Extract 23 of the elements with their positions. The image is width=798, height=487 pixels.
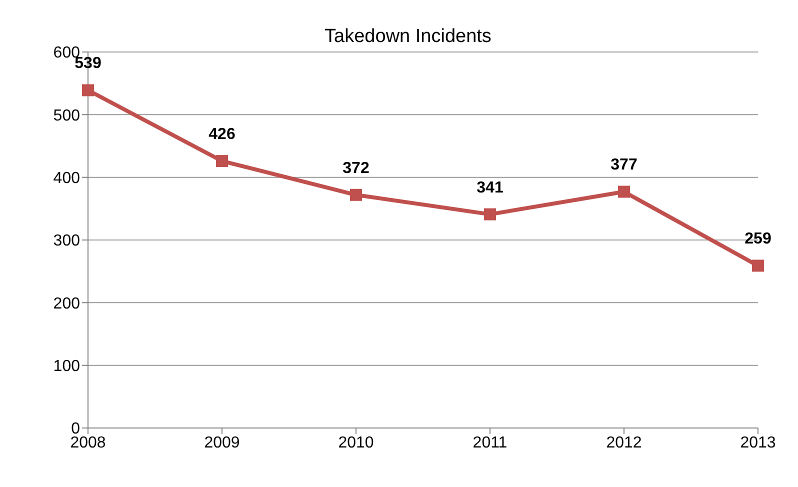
point	[484, 208, 496, 220]
data-label: 259	[744, 230, 772, 248]
y-tick-label: 400	[53, 170, 80, 188]
point	[350, 188, 362, 201]
x-tick-label: 2009	[204, 434, 240, 452]
chart-title: Takedown Incidents	[324, 26, 492, 47]
point	[752, 260, 764, 272]
y-tick-label: 100	[53, 358, 80, 376]
x-tick-label: 2011	[472, 434, 508, 452]
y-tick-label: 200	[53, 295, 80, 312]
y-tick-label: 500	[53, 107, 80, 124]
data-label: 377	[610, 156, 638, 174]
x-tick-label: 2012	[606, 434, 642, 452]
x-tick-label: 2008	[70, 434, 106, 452]
x-tick-label: 2013	[740, 434, 776, 452]
point	[216, 155, 228, 168]
data-label: 426	[208, 126, 236, 144]
point	[618, 186, 630, 198]
data-label: 341	[476, 179, 504, 196]
data-label: 372	[342, 160, 370, 177]
y-tick-label: 300	[53, 232, 80, 250]
x-tick-label: 2010	[338, 434, 374, 452]
point	[82, 84, 94, 96]
